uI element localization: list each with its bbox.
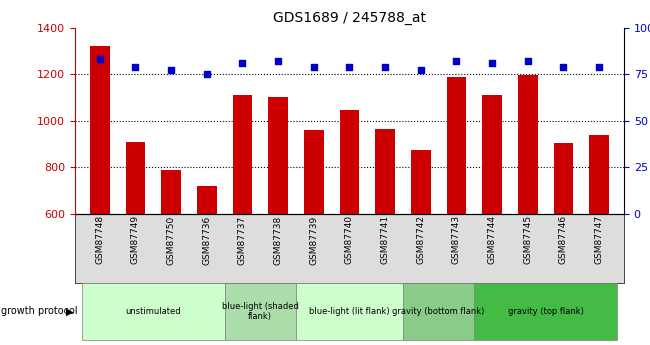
Bar xyxy=(482,95,502,214)
Title: GDS1689 / 245788_at: GDS1689 / 245788_at xyxy=(273,11,426,25)
Point xyxy=(523,58,533,64)
Point xyxy=(380,64,390,69)
Point xyxy=(487,60,497,66)
Bar xyxy=(590,135,609,214)
Point xyxy=(166,68,176,73)
Bar xyxy=(197,186,216,214)
Bar xyxy=(268,97,288,214)
Point xyxy=(94,57,105,62)
Text: gravity (bottom flank): gravity (bottom flank) xyxy=(393,307,485,316)
Bar xyxy=(447,77,466,214)
Point xyxy=(451,58,462,64)
Bar xyxy=(233,95,252,214)
Text: ▶: ▶ xyxy=(66,306,73,316)
Point xyxy=(130,64,140,69)
Point xyxy=(594,64,604,69)
Text: blue-light (shaded
flank): blue-light (shaded flank) xyxy=(222,302,298,321)
Bar xyxy=(125,142,145,214)
Point xyxy=(344,64,355,69)
Bar xyxy=(161,170,181,214)
Bar xyxy=(518,75,538,214)
Point xyxy=(202,71,212,77)
Text: growth protocol: growth protocol xyxy=(1,306,77,316)
Bar xyxy=(304,130,324,214)
Bar xyxy=(375,129,395,214)
Point xyxy=(558,64,569,69)
Point xyxy=(237,60,248,66)
Point xyxy=(309,64,319,69)
Text: blue-light (lit flank): blue-light (lit flank) xyxy=(309,307,390,316)
Bar xyxy=(411,150,430,214)
Bar xyxy=(554,143,573,214)
Text: unstimulated: unstimulated xyxy=(125,307,181,316)
Point xyxy=(273,58,283,64)
Text: gravity (top flank): gravity (top flank) xyxy=(508,307,584,316)
Point xyxy=(415,68,426,73)
Bar xyxy=(90,46,109,214)
Bar xyxy=(339,110,359,214)
